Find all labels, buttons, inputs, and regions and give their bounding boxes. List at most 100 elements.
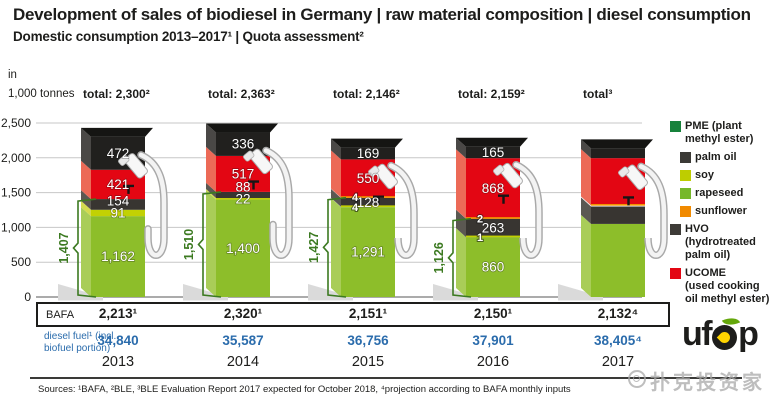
nozzle-handle-icon <box>123 184 134 194</box>
footer-separator <box>30 377 742 379</box>
bar-side-2016 <box>456 149 466 219</box>
segment-value-label: 4 <box>352 192 359 204</box>
legend-item-label: UCOME (used cooking oil methyl ester) <box>685 266 770 305</box>
legend-item: rapeseed <box>670 187 770 200</box>
segment-value-label: 128 <box>357 195 380 210</box>
legend-swatch <box>670 121 681 132</box>
droplet-icon <box>716 329 733 346</box>
bar-segment-2017 <box>591 206 645 224</box>
bar-segment-2016 <box>466 146 520 159</box>
legend-item: soy <box>670 169 770 182</box>
legend-item-label: soy <box>695 168 714 181</box>
legend-item: palm oil <box>670 151 770 164</box>
y-tick-label: 500 <box>11 255 31 269</box>
diesel-value-cell: 35,587 <box>222 333 264 348</box>
y-tick-label: 0 <box>24 290 31 304</box>
total-label: total: 2,146² <box>333 87 400 101</box>
diesel-value-cell: 36,756 <box>347 333 389 348</box>
bar-side-2015 <box>331 188 341 207</box>
legend: PME (plant methyl ester) palm oil soy rapes… <box>670 120 770 311</box>
nozzle-handle-icon <box>248 180 259 190</box>
bar-side-2014 <box>206 190 216 297</box>
bar-side-2014 <box>206 123 216 156</box>
segment-value-label: 263 <box>482 220 505 235</box>
bar-segment-2015 <box>341 197 395 207</box>
bafa-value-cell: 2,320¹ <box>223 306 263 321</box>
legend-swatch <box>680 205 691 217</box>
bar-segment-2016 <box>466 235 520 238</box>
bar-segment-2013 <box>91 216 145 297</box>
diesel-value-cell: 34,840 <box>97 333 139 348</box>
fuel-pump-hose-icon <box>513 162 542 258</box>
page-subtitle: Domestic consumption 2013–2017¹ | Quota … <box>13 29 364 44</box>
year-label: 2015 <box>351 354 385 370</box>
bracket-value-label: 1,427 <box>307 232 321 263</box>
bafa-value-cell: 2,150¹ <box>473 306 513 321</box>
fuel-pump-hose-icon <box>138 152 167 258</box>
bar-segment-2015 <box>341 196 395 198</box>
segment-value-label: 336 <box>232 137 255 152</box>
bar-segment-2014 <box>216 191 270 199</box>
segment-value-label: 1,162 <box>101 249 135 264</box>
bar-segment-2016 <box>466 218 520 238</box>
diesel-value-cell: 37,901 <box>472 333 514 348</box>
segment-value-label: 154 <box>107 193 130 208</box>
bar-side-2014 <box>206 182 216 199</box>
bar-segment-2017 <box>591 203 645 206</box>
fuel-nozzle-icon <box>493 162 523 189</box>
legend-item-label: HVO (hydrotreated palm oil) <box>685 222 756 261</box>
bar-top-face <box>206 123 278 133</box>
segment-value-label: 169 <box>357 146 380 161</box>
legend-swatch <box>680 169 691 181</box>
segment-value-label: 165 <box>482 145 505 160</box>
axis-unit-line1: in <box>8 69 17 81</box>
bar-segment-2013 <box>91 199 145 210</box>
bafa-row-label: BAFA <box>46 309 75 321</box>
bar-top-face <box>81 127 153 137</box>
segment-value-label: 2 <box>477 214 483 226</box>
y-tick-label: 2,500 <box>1 116 31 130</box>
bracket-value-label: 1,407 <box>57 232 71 263</box>
bracket-value-label: 1,126 <box>432 242 446 273</box>
total-label: total: 2,159² <box>458 87 525 101</box>
segment-value-label: 472 <box>107 146 130 161</box>
bracket <box>72 198 97 298</box>
bracket-value-label: 1,510 <box>182 229 196 260</box>
ufop-logo: uf p <box>682 314 759 353</box>
year-label: 2013 <box>101 354 135 370</box>
bar-side-2013 <box>81 207 91 297</box>
bar-side-2015 <box>331 138 341 160</box>
year-label: 2014 <box>226 354 260 370</box>
segment-value-label: 91 <box>110 205 125 220</box>
segment-value-label: 1,400 <box>226 241 260 256</box>
bar-top-face <box>456 137 528 147</box>
bar-segment-2016 <box>466 217 520 219</box>
bar-segment-2016 <box>466 237 520 297</box>
bar-side-2013 <box>81 127 91 170</box>
segment-value-label: 22 <box>235 191 250 206</box>
legend-swatch <box>670 267 681 279</box>
diesel-value-cell: 38,405⁴ <box>594 333 642 348</box>
segment-value-label: 550 <box>357 171 380 186</box>
segment-value-label: 1 <box>477 232 483 244</box>
bar-side-2016 <box>456 137 466 159</box>
legend-item: HVO (hydrotreated palm oil) <box>670 223 770 262</box>
fuel-pump-hose-icon <box>263 148 292 258</box>
total-label: total: 2,300² <box>83 87 150 101</box>
y-tick-label: 1,500 <box>1 186 31 200</box>
legend-item: UCOME (used cooking oil methyl ester) <box>670 267 770 306</box>
logo-text-prefix: uf <box>682 315 713 353</box>
year-label: 2016 <box>476 354 510 370</box>
legend-swatch <box>670 223 681 235</box>
fuel-nozzle-icon <box>368 163 398 190</box>
bar-segment-2017 <box>591 223 645 297</box>
segment-value-label: 517 <box>232 166 255 181</box>
segment-value-label: 1,291 <box>351 245 385 260</box>
bar-side-2014 <box>206 189 216 200</box>
bar-segment-2017 <box>591 148 645 159</box>
legend-item-label: rapeseed <box>695 186 744 199</box>
nozzle-handle-icon <box>373 195 384 205</box>
bracket <box>447 217 472 298</box>
oil-drop-icon <box>712 314 741 350</box>
bar-segment-2013 <box>91 209 145 217</box>
